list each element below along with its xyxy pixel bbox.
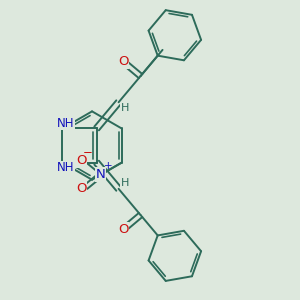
Text: NH: NH [57, 117, 74, 130]
Text: O: O [118, 55, 129, 68]
Text: NH: NH [57, 161, 74, 175]
Text: O: O [118, 223, 129, 236]
Text: −: − [83, 146, 93, 159]
Text: H: H [121, 103, 129, 112]
Text: +: + [104, 161, 113, 171]
Text: O: O [76, 154, 86, 167]
Text: O: O [76, 182, 86, 195]
Text: H: H [121, 178, 129, 188]
Text: N: N [96, 168, 106, 181]
